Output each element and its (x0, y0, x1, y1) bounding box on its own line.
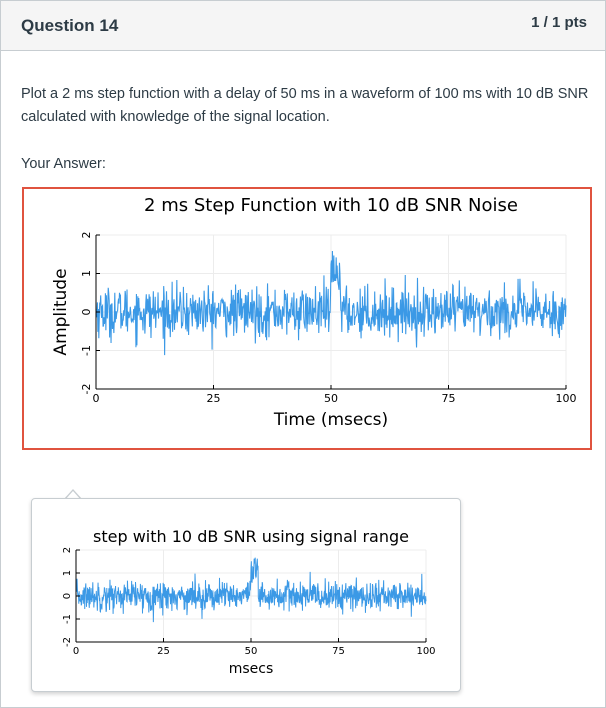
x-axis-label: Time (msecs) (273, 410, 388, 430)
y-tick-label: -2 (62, 637, 73, 647)
y-tick-label: 0 (62, 593, 73, 599)
series-line (95, 250, 567, 356)
answer-box: 2 ms Step Function with 10 dB SNR Noise 0… (22, 187, 592, 450)
question-title: Question 14 (21, 16, 119, 35)
y-tick-label: -2 (80, 384, 93, 395)
x-tick-label: 75 (332, 646, 345, 657)
answer-chart: 2 ms Step Function with 10 dB SNR Noise 0… (51, 195, 577, 430)
your-answer-label: Your Answer: (21, 156, 106, 172)
y-axis-label: Amplitude (51, 268, 71, 355)
correct-answer-tooltip: step with 10 dB SNR using signal range 0 2… (31, 498, 461, 692)
question-header: Question 14 1 / 1 pts (1, 1, 605, 51)
x-tick-label: 25 (207, 392, 221, 405)
x-tick-label: 100 (556, 392, 577, 405)
x-tick-label: 25 (157, 646, 170, 657)
y-tick-label: -1 (80, 345, 93, 356)
x-tick-label: 0 (93, 392, 100, 405)
y-tick-label: 0 (80, 309, 93, 316)
chart-title: 2 ms Step Function with 10 dB SNR Noise (144, 195, 518, 216)
y-tick-label: 2 (62, 547, 73, 553)
x-tick-label: 75 (442, 392, 456, 405)
x-tick-label: 50 (324, 392, 338, 405)
y-tick-label: 1 (80, 270, 93, 277)
tooltip-arrow-inner (65, 491, 81, 500)
tooltip-chart: step with 10 dB SNR using signal range 0 2… (62, 527, 436, 677)
series-line (75, 557, 427, 623)
chart-title: step with 10 dB SNR using signal range (93, 527, 409, 546)
x-tick-label: 50 (245, 646, 258, 657)
y-tick-label: 1 (62, 570, 73, 576)
x-tick-label: 0 (73, 646, 79, 657)
question-points: 1 / 1 pts (531, 14, 587, 31)
y-tick-label: 2 (80, 232, 93, 239)
y-tick-label: -1 (62, 614, 73, 624)
x-tick-label: 100 (416, 646, 435, 657)
x-axis-label: msecs (229, 661, 274, 677)
question-text: Plot a 2 ms step function with a delay o… (21, 86, 589, 125)
